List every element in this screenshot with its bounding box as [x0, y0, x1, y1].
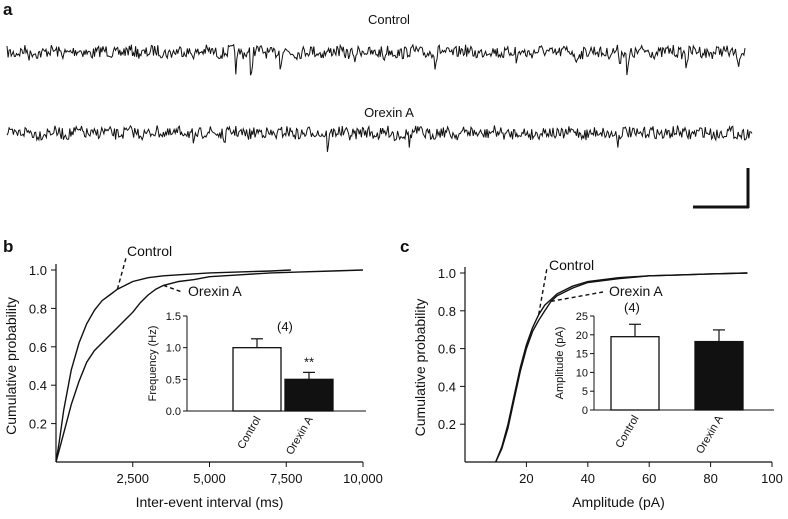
- inset-category-label: Control: [613, 414, 641, 451]
- panel-letter-c: c: [400, 237, 409, 256]
- inset-bar-orexin-a: [284, 378, 334, 412]
- trace-orexin-a: [6, 124, 753, 152]
- x-tick-label: 80: [703, 471, 717, 486]
- inset-y-tick-label: 5: [582, 386, 588, 398]
- x-tick-label: 20: [519, 471, 533, 486]
- inset-n-label: (4): [277, 319, 293, 334]
- inset-y-tick-label: 10: [576, 367, 588, 379]
- y-tick-label: 0.6: [438, 342, 456, 357]
- curve-label-leader: [550, 291, 604, 303]
- scale-bar: [693, 168, 750, 209]
- curve-label-orexin-a: Orexin A: [188, 283, 242, 299]
- y-tick-label: 0.8: [438, 304, 456, 319]
- inset-n-label: (4): [624, 300, 640, 315]
- inset-y-axis-label: Amplitude (pA): [554, 327, 566, 400]
- trace-label-orexin-a: Orexin A: [364, 105, 414, 120]
- x-tick-label: 40: [581, 471, 595, 486]
- curve-label-leader: [163, 284, 183, 293]
- trace-label-control: Control: [368, 12, 410, 27]
- inset-category-label: Control: [235, 415, 263, 452]
- y-tick-label: 0.2: [29, 417, 47, 432]
- x-tick-label: 60: [642, 471, 656, 486]
- curve-label-leader: [537, 267, 548, 315]
- x-tick-label: 10,000: [343, 471, 383, 486]
- inset-y-tick-label: 20: [576, 330, 588, 342]
- trace-control: [6, 43, 746, 76]
- inset-category-label: Orexin A: [694, 413, 726, 456]
- inset-bar-control: [610, 336, 660, 411]
- inset-b-frequency: 0.0 0.5 1.0 1.5 Frequency (Hz) Control Orexin …: [147, 311, 366, 457]
- y-tick-label: 1.0: [29, 263, 47, 278]
- y-tick-label: 0.6: [29, 340, 47, 355]
- inset-y-axis-label: Frequency (Hz): [147, 326, 159, 402]
- inset-bar-orexin-a: [694, 340, 744, 411]
- curve-label-control: Control: [549, 257, 594, 273]
- panel-letter-b: b: [3, 237, 13, 256]
- significance-marker: **: [304, 354, 314, 369]
- y-tick-label: 0.4: [29, 378, 47, 393]
- y-tick-label: 0.2: [438, 417, 456, 432]
- x-tick-label: 2,500: [116, 471, 149, 486]
- panel-letter-a: a: [3, 0, 13, 19]
- y-tick-label: 0.8: [29, 301, 47, 316]
- inset-y-tick-label: 0: [582, 405, 588, 417]
- curve-label-control: Control: [127, 243, 172, 259]
- x-tick-label: 5,000: [193, 471, 226, 486]
- inset-y-tick-label: 0.0: [166, 406, 181, 418]
- inset-y-tick-label: 25: [576, 311, 588, 323]
- y-tick-label: 0.4: [438, 379, 456, 394]
- inset-bar-control: [232, 347, 282, 412]
- y-tick-label: 1.0: [438, 266, 456, 281]
- inset-y-tick-label: 1.0: [166, 343, 181, 355]
- x-tick-label: 7,500: [270, 471, 303, 486]
- x-tick-label: 100: [761, 471, 783, 486]
- y-axis-label: Cumulative probability: [3, 297, 19, 435]
- x-axis-label: Amplitude (pA): [572, 494, 665, 510]
- y-axis-label: Cumulative probability: [412, 299, 428, 437]
- series-line-orexin-a: [55, 269, 364, 463]
- curve-label-leader: [116, 257, 127, 290]
- inset-y-tick-label: 1.5: [166, 311, 181, 323]
- inset-y-tick-label: 15: [576, 349, 588, 361]
- inset-category-label: Orexin A: [284, 414, 316, 457]
- inset-y-tick-label: 0.5: [166, 374, 181, 386]
- x-axis-label: Inter-event interval (ms): [136, 494, 284, 510]
- chart-b-cumulative-interval: 0.2 0.4 0.6 0.8 1.0 2,500 5,000 7,500 10,000 Inte…: [3, 243, 383, 510]
- series-line-orexin-a: [495, 272, 748, 463]
- inset-c-amplitude: 0 5 10 15 20 25 Amplitude (pA) Control Orexin A (…: [554, 300, 774, 456]
- curve-label-orexin-a: Orexin A: [609, 283, 663, 299]
